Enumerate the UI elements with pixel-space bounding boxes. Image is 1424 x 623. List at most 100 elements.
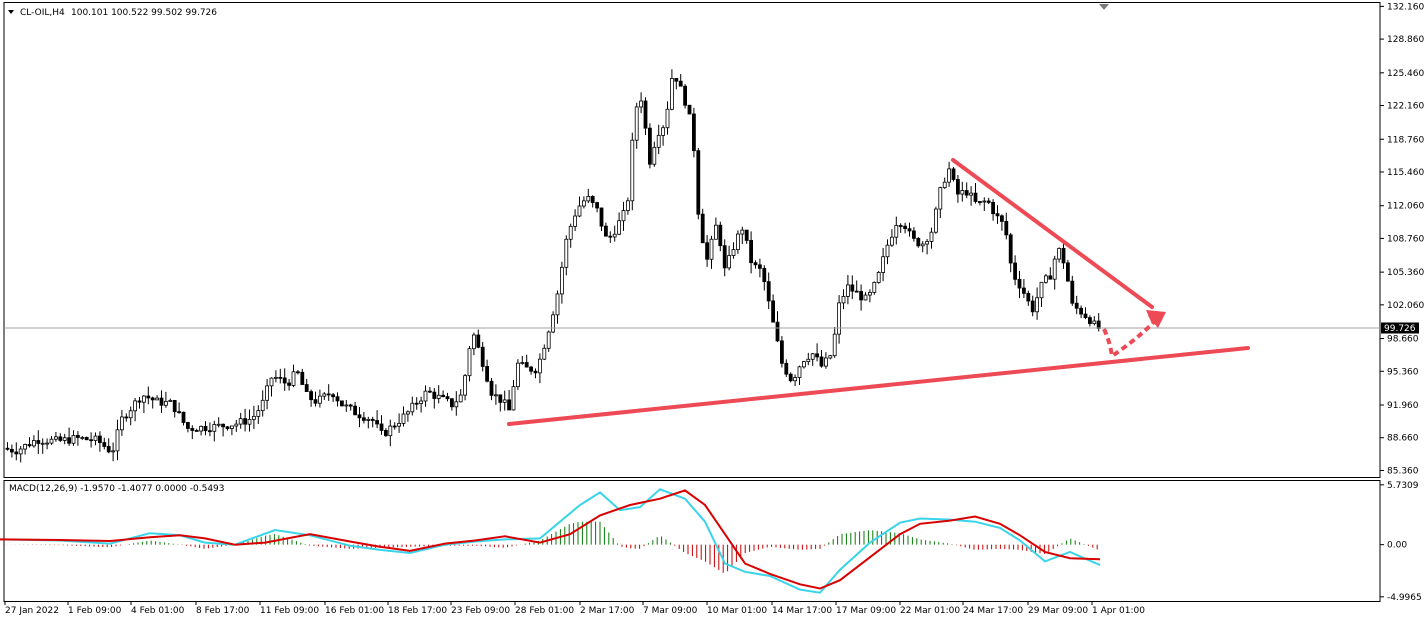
candle — [238, 418, 243, 425]
candle — [538, 358, 542, 374]
candle — [656, 134, 661, 148]
candle — [916, 237, 921, 247]
candle — [498, 394, 503, 403]
candle — [62, 437, 67, 441]
candle — [353, 405, 358, 416]
candle — [894, 225, 899, 238]
candle — [304, 384, 309, 392]
candle — [727, 255, 731, 269]
candle — [969, 192, 973, 196]
candle — [493, 394, 498, 397]
candle — [617, 220, 621, 235]
candle — [960, 190, 965, 195]
symbol-header: CL-OIL,H4 — [20, 8, 65, 18]
candle — [370, 418, 375, 421]
candle — [705, 242, 709, 260]
candle — [54, 436, 58, 440]
candle — [273, 376, 278, 379]
price-panel[interactable] — [3, 2, 1381, 478]
candle — [964, 190, 969, 196]
candle — [683, 85, 687, 106]
candle — [194, 430, 199, 432]
candle — [714, 224, 718, 240]
support-trendline[interactable] — [507, 346, 1250, 426]
candle — [661, 127, 665, 136]
macd-tick-label: 5.7309 — [1387, 481, 1419, 491]
shift-marker-icon[interactable] — [1099, 4, 1109, 10]
candle — [313, 399, 318, 404]
candle — [229, 425, 234, 429]
candle — [810, 353, 815, 360]
candle — [555, 293, 560, 316]
candle — [137, 400, 142, 403]
candle — [819, 356, 824, 367]
candle — [225, 426, 230, 429]
candle — [405, 411, 410, 415]
candle — [76, 435, 80, 438]
price-axis: 132.160 128.860 125.460 122.160 118.760 115.4… — [1380, 2, 1424, 476]
candle — [146, 395, 151, 399]
candle — [912, 230, 916, 239]
candle — [27, 444, 32, 447]
candle — [102, 442, 107, 447]
candle — [1088, 317, 1092, 324]
trendline-annotations[interactable] — [507, 158, 1250, 426]
candle — [973, 192, 978, 202]
candle — [40, 442, 45, 445]
candle — [1057, 247, 1061, 260]
candle — [621, 210, 626, 222]
candle — [282, 377, 287, 384]
ohlc-header: 100.101 100.522 99.502 99.726 — [71, 8, 217, 18]
time-tick-label: 1 Apr 01:00 — [1092, 606, 1145, 616]
candle — [436, 394, 441, 399]
candle — [929, 231, 934, 242]
candle — [793, 377, 797, 382]
candle — [1035, 297, 1039, 313]
candle — [551, 314, 555, 333]
macd-panel[interactable] — [3, 480, 1381, 602]
candle — [648, 127, 652, 165]
candle — [797, 366, 802, 378]
candle — [414, 402, 419, 405]
candle — [441, 394, 446, 397]
candle — [14, 451, 19, 455]
candle — [780, 340, 784, 364]
candle — [32, 440, 36, 447]
candle — [881, 256, 885, 273]
candle — [1074, 302, 1079, 309]
candle — [348, 404, 353, 407]
candle — [586, 196, 591, 202]
candle — [199, 425, 204, 432]
candle — [595, 202, 599, 209]
candle — [80, 437, 85, 439]
price-tick-label: 125.460 — [1387, 69, 1424, 79]
candle — [207, 430, 212, 433]
candlestick-series — [5, 69, 1101, 463]
symbol-dropdown-icon[interactable] — [8, 10, 14, 14]
candle — [45, 442, 49, 445]
candle — [212, 424, 217, 432]
candle — [956, 179, 960, 195]
candle — [265, 385, 270, 401]
candle — [903, 225, 907, 230]
candle — [516, 362, 520, 388]
candle — [476, 334, 481, 348]
candle — [339, 400, 344, 407]
candle — [568, 225, 573, 240]
candle — [582, 200, 586, 207]
candle — [1013, 262, 1017, 280]
candle — [639, 100, 643, 108]
resistance-trendline[interactable] — [951, 158, 1154, 309]
candle — [938, 187, 943, 210]
candle — [564, 238, 569, 268]
candle — [172, 400, 177, 413]
candle — [520, 362, 525, 364]
candle — [18, 448, 23, 455]
candle — [168, 400, 173, 402]
price-tick-label: 108.760 — [1387, 234, 1424, 244]
candle — [392, 425, 397, 428]
macd-histogram — [5, 521, 1098, 573]
time-tick-label: 29 Mar 09:00 — [1028, 606, 1088, 616]
candle — [111, 450, 115, 453]
